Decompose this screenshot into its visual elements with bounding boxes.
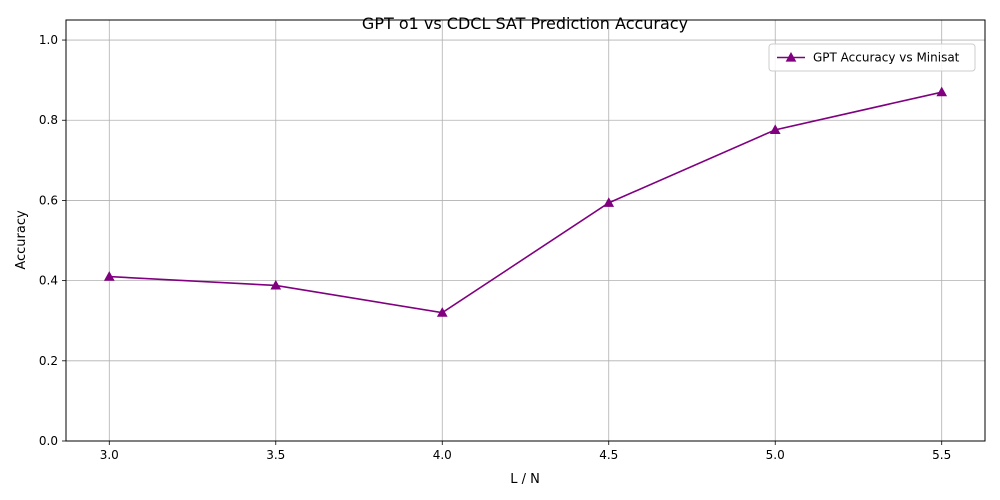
y-tick-label: 0.6 (39, 193, 58, 207)
series-line (109, 91, 942, 314)
x-tick-label: 4.5 (599, 448, 618, 462)
x-tick-label: 3.5 (266, 448, 285, 462)
y-tick-label: 0.2 (39, 354, 58, 368)
y-axis-label: Accuracy (14, 210, 29, 270)
axis-ticks: 3.0 3.5 4.0 4.5 5.0 5.5 0.0 0.2 0.4 0.6 0.8 1.0 (39, 33, 951, 462)
data-point-marker (603, 197, 615, 207)
y-tick-label: 0.8 (39, 113, 58, 127)
x-tick-label: 4.0 (433, 448, 452, 462)
data-point-marker (436, 307, 448, 317)
y-tick-label: 1.0 (39, 33, 58, 47)
data-point-marker (936, 86, 948, 97)
chart-title: GPT o1 vs CDCL SAT Prediction Accuracy (362, 14, 688, 33)
data-point-marker (769, 124, 781, 134)
x-tick-label: 3.0 (100, 448, 119, 462)
legend-marker-sample (785, 51, 797, 62)
x-tick-label: 5.0 (766, 448, 785, 462)
legend-box (768, 43, 976, 72)
y-tick-label: 0.4 (39, 274, 58, 288)
legend-label: GPT Accuracy vs Minisat (813, 51, 960, 65)
legend: GPT Accuracy vs Minisat (768, 43, 976, 72)
data-point-marker (270, 279, 282, 290)
x-tick-label: 5.5 (932, 448, 951, 462)
plot-frame (65, 19, 986, 442)
x-axis-label: L / N (510, 472, 540, 487)
data-point-marker (103, 271, 115, 281)
data-series (103, 86, 948, 317)
y-tick-label: 0.0 (39, 434, 58, 448)
